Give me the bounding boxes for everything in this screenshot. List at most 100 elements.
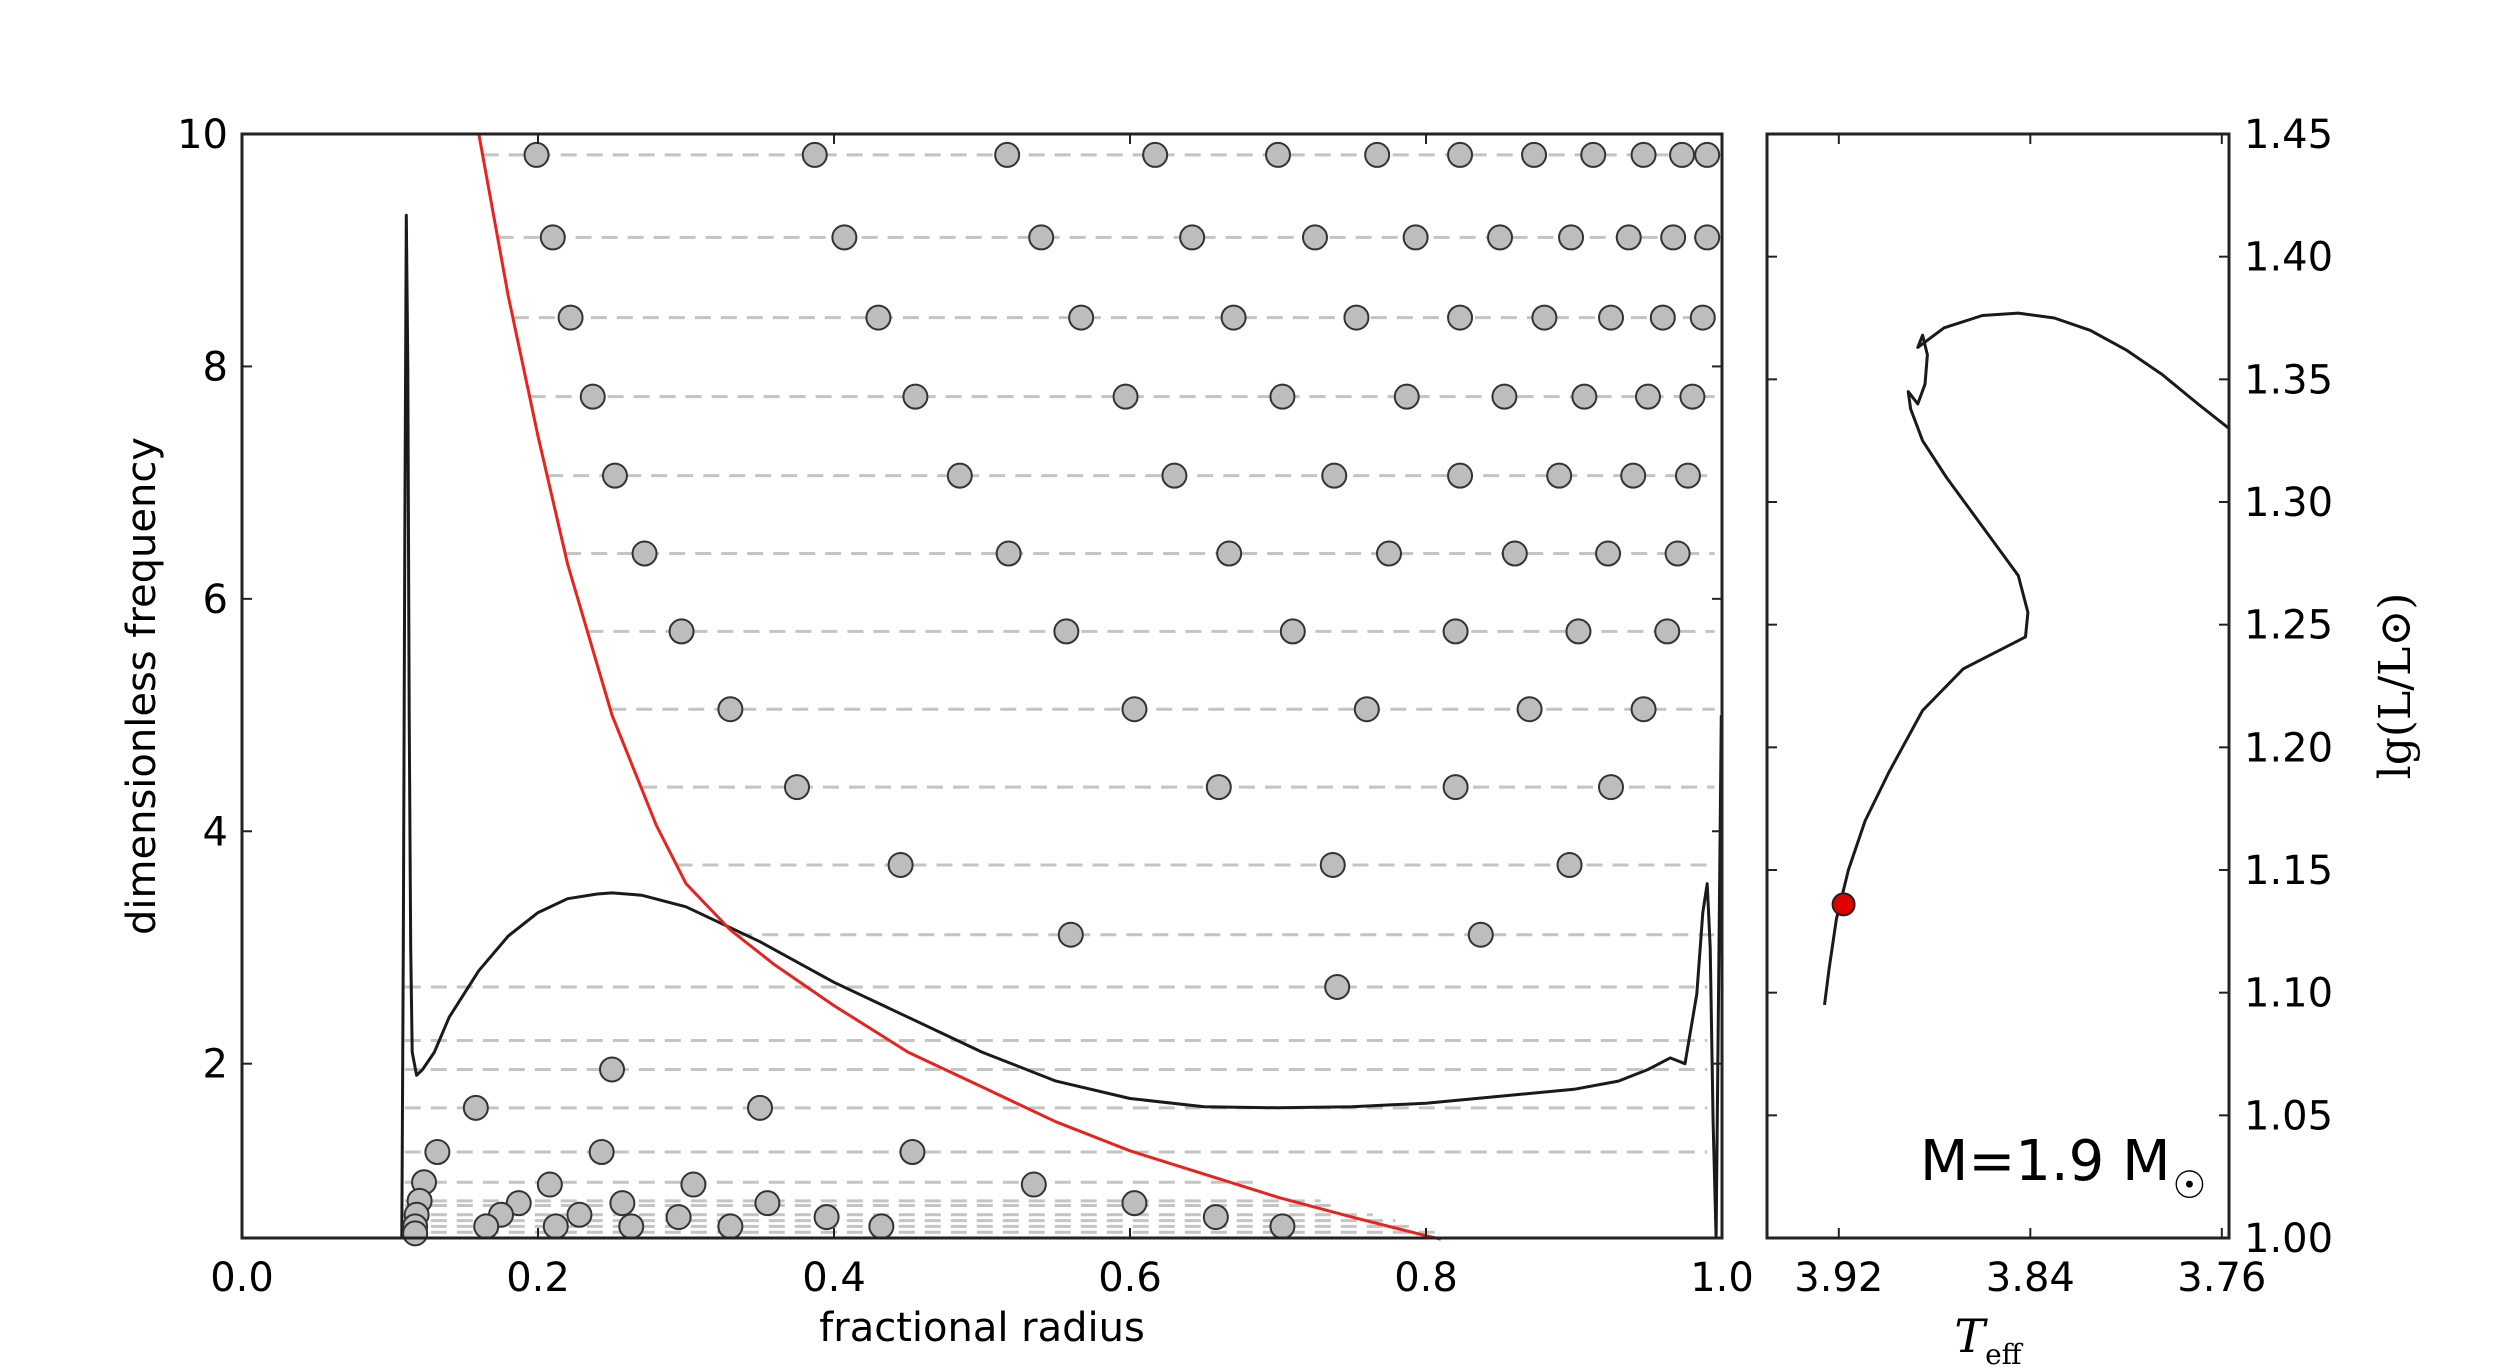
mode-point: [1353, 696, 1380, 723]
mode-point: [946, 462, 973, 489]
mass-annotation: M=1.9 M☉: [1920, 1129, 2207, 1207]
mode-point: [462, 1094, 489, 1121]
mode-point: [542, 1213, 569, 1240]
y-tick-label: 1.15: [2244, 848, 2333, 894]
mode-point: [1674, 462, 1701, 489]
hr-track: [1823, 311, 2230, 1006]
mode-point: [1442, 774, 1469, 801]
mode-point: [1202, 1204, 1229, 1231]
frequency-curves: [400, 133, 1723, 1241]
mode-point: [1121, 1190, 1148, 1217]
mode-point: [1205, 774, 1232, 801]
mode-point: [899, 1139, 926, 1166]
x-tick-label: 1.0: [1690, 1255, 1754, 1301]
mode-point: [994, 141, 1021, 168]
left-x-axis-label: fractional radius: [819, 1305, 1145, 1351]
y-tick-label: 1.45: [2244, 112, 2333, 158]
mode-point: [557, 304, 584, 331]
mode-point: [1402, 224, 1429, 251]
mode-point: [1694, 224, 1721, 251]
right-y-ticks: 1.00 1.05 1.10 1.15 1.20 1.25 1.30 1.35 1.40 1.45: [1767, 112, 2333, 1262]
mode-point: [1546, 462, 1573, 489]
mode-point: [1620, 462, 1647, 489]
mode-point: [1630, 696, 1657, 723]
mode-point: [1447, 141, 1474, 168]
mode-point: [402, 1220, 429, 1247]
mode-point: [1364, 141, 1391, 168]
x-tick-label: 0.0: [210, 1255, 274, 1301]
mode-point: [665, 1204, 692, 1231]
mode-point: [868, 1213, 895, 1240]
mode-point: [813, 1204, 840, 1231]
mode-point: [1447, 462, 1474, 489]
mode-point: [1491, 383, 1518, 410]
x-tick-label: 0.8: [1394, 1255, 1458, 1301]
propagation-diagram-panel: 0.0 0.2 0.4 0.6 0.8 1.0 2 4 6 8 10 fractional rad…: [119, 112, 1754, 1351]
mode-point: [1112, 383, 1139, 410]
mode-point: [1321, 462, 1348, 489]
mode-point: [1053, 618, 1080, 645]
mode-point: [1679, 383, 1706, 410]
mode-point: [1324, 973, 1351, 1000]
mode-point: [579, 383, 606, 410]
mode-point: [1635, 383, 1661, 410]
mode-point: [680, 1171, 707, 1198]
mode-point: [1521, 141, 1548, 168]
mode-point: [1068, 304, 1095, 331]
mode-point: [668, 618, 695, 645]
mode-point: [1028, 224, 1055, 251]
mode-point: [1179, 224, 1206, 251]
mode-point: [536, 1171, 563, 1198]
mode-point: [1302, 224, 1328, 251]
evolutionary-track-line: [1823, 311, 2230, 1006]
mode-point: [754, 1190, 781, 1217]
mode-point: [1220, 304, 1247, 331]
mode-point: [1595, 540, 1622, 567]
right-plot-frame: [1765, 132, 2231, 1240]
mode-point: [1161, 462, 1188, 489]
y-tick-label: 10: [177, 112, 228, 158]
mode-point: [831, 224, 858, 251]
y-tick-label: 1.20: [2244, 725, 2333, 771]
mode-point: [424, 1139, 451, 1166]
mode-point: [865, 304, 892, 331]
mode-point: [1142, 141, 1169, 168]
y-tick-label: 6: [203, 577, 228, 623]
mode-point: [1447, 304, 1474, 331]
mode-point: [631, 540, 658, 567]
mode-point: [588, 1139, 615, 1166]
mode-point: [1556, 851, 1583, 878]
mode-point: [1376, 540, 1402, 567]
mode-point: [1598, 774, 1624, 801]
mode-point: [1269, 1213, 1296, 1240]
right-x-axis-label: Teff: [1954, 1309, 2023, 1369]
mode-point: [1565, 618, 1592, 645]
mode-point: [1615, 224, 1642, 251]
y-tick-label: 1.10: [2244, 971, 2333, 1017]
mode-point: [1558, 224, 1585, 251]
mode-point: [717, 1213, 744, 1240]
mode-point: [1580, 141, 1607, 168]
right-y-axis-label: lg(L/L⊙): [2370, 593, 2421, 780]
mode-point: [1694, 141, 1721, 168]
mode-point: [995, 540, 1022, 567]
y-tick-label: 1.35: [2244, 357, 2333, 403]
mode-point: [1265, 141, 1291, 168]
y-tick-label: 1.05: [2244, 1093, 2333, 1139]
mode-point: [747, 1094, 773, 1121]
x-tick-label: 3.76: [2177, 1255, 2266, 1301]
mode-point: [1516, 696, 1543, 723]
mode-point: [1319, 851, 1346, 878]
mode-points: [402, 141, 1721, 1247]
y-tick-label: 2: [203, 1042, 228, 1088]
x-tick-label: 3.92: [1794, 1255, 1883, 1301]
mode-point: [473, 1213, 500, 1240]
mode-point: [1121, 696, 1148, 723]
mode-point: [1393, 383, 1420, 410]
current-model-marker: [1831, 892, 1856, 917]
mode-point: [1669, 141, 1696, 168]
mode-point: [1598, 304, 1624, 331]
y-tick-label: 1.00: [2244, 1216, 2333, 1262]
mode-point: [523, 141, 550, 168]
